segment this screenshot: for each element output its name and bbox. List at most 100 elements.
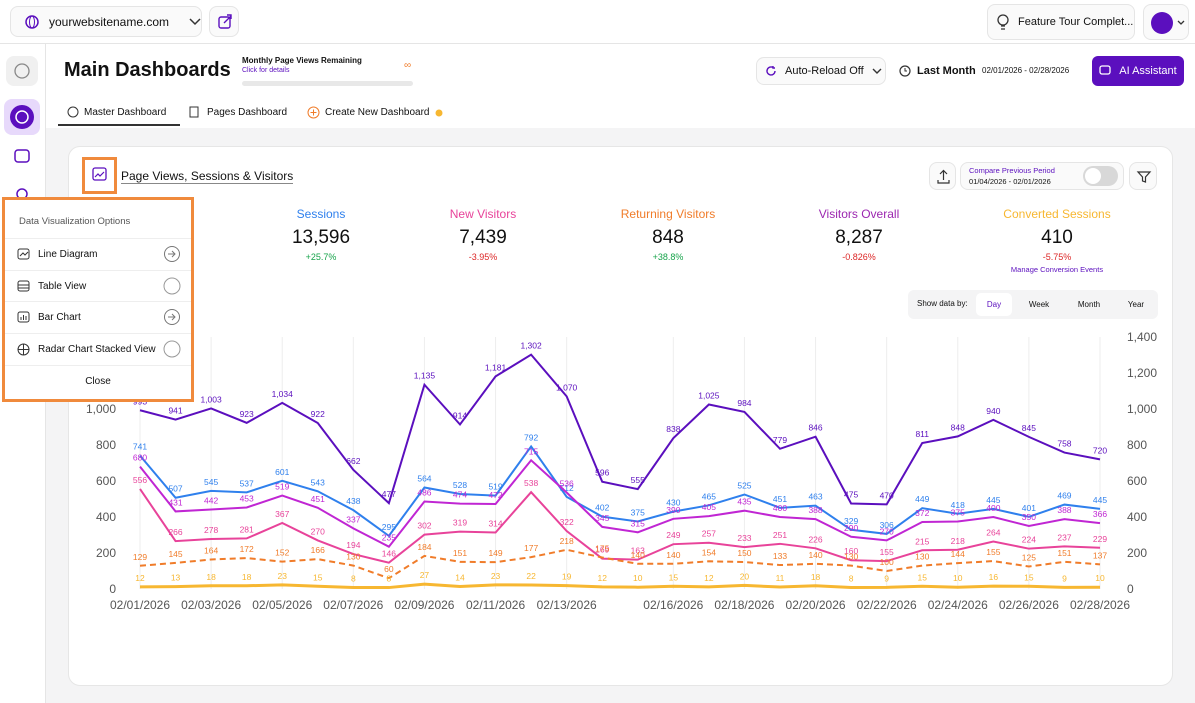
- globe-icon: [25, 14, 39, 29]
- data-label: 18: [811, 572, 821, 582]
- y-tick-label: 400: [96, 510, 116, 524]
- data-label: 281: [240, 524, 254, 534]
- data-label: 838: [666, 424, 680, 434]
- menu-item[interactable]: Line Diagram: [5, 238, 191, 269]
- data-label: 13: [171, 573, 181, 583]
- data-label: 100: [880, 557, 894, 567]
- data-label: 680: [133, 453, 147, 463]
- granularity-option[interactable]: Month: [1077, 300, 1101, 309]
- data-label: 218: [951, 536, 965, 546]
- data-label: 12: [135, 573, 145, 583]
- metric: Returning Visitors 848 +38.8%: [621, 207, 716, 262]
- data-label: 1,034: [272, 389, 294, 399]
- filter-button[interactable]: [1129, 162, 1157, 190]
- data-label: 130: [844, 552, 858, 562]
- y-tick-label: 1,000: [86, 402, 116, 416]
- x-tick-label: 02/07/2026: [323, 598, 383, 612]
- data-label: 525: [737, 481, 751, 491]
- data-label: 445: [1093, 495, 1107, 505]
- y-tick-label: 0: [109, 582, 116, 596]
- data-label: 251: [773, 530, 787, 540]
- menu-close-label: Close: [85, 375, 111, 387]
- chart-type-button[interactable]: [82, 157, 117, 194]
- data-label: 453: [240, 493, 254, 503]
- data-label: 811: [915, 429, 929, 439]
- data-label: 140: [808, 550, 822, 560]
- metric-label: Visitors Overall: [818, 207, 900, 221]
- metric: Converted Sessions 410 -5.75% Manage Conver…: [1003, 207, 1110, 274]
- account-button[interactable]: [1143, 4, 1189, 40]
- metric: Visitors Overall 8,287 -0.826%: [819, 207, 899, 262]
- x-tick-label: 02/28/2026: [1070, 598, 1130, 612]
- menu-close[interactable]: Close: [5, 365, 191, 396]
- data-label: 8: [351, 574, 356, 584]
- date-range[interactable]: 02/01/2026 - 02/28/2026: [982, 66, 1070, 75]
- data-label: 601: [275, 467, 289, 477]
- metric-change: -5.75%: [1042, 252, 1072, 262]
- data-label: 18: [242, 572, 252, 582]
- granularity-label: Show data by:: [917, 299, 968, 308]
- quota-link[interactable]: Click for details: [242, 67, 290, 74]
- export-icon: [937, 169, 950, 184]
- open-site-button[interactable]: [209, 6, 239, 37]
- tab[interactable]: Master Dashboard: [67, 106, 166, 118]
- compare-toggle[interactable]: [1083, 166, 1118, 186]
- data-label: 1,302: [520, 341, 542, 351]
- tab[interactable]: Create New Dashboard: [307, 106, 443, 119]
- external-icon: [218, 14, 232, 29]
- data-label: 16: [989, 572, 999, 582]
- data-label: 741: [133, 442, 147, 452]
- metric: Sessions 13,596 +25.7%: [292, 207, 350, 262]
- ai-assistant-text: AI Assistant: [1119, 65, 1177, 77]
- feature-tour-button[interactable]: Feature Tour Complet...: [987, 4, 1135, 40]
- quota-bar: [242, 81, 413, 86]
- data-label: 290: [844, 523, 858, 533]
- data-label: 1,181: [485, 362, 507, 372]
- granularity-option[interactable]: Year: [1127, 300, 1145, 309]
- quota-label: Monthly Page Views Remaining: [242, 56, 362, 65]
- y-tick-label: 200: [1127, 546, 1147, 560]
- manage-link[interactable]: Manage Conversion Events: [1010, 265, 1104, 274]
- data-label: 914: [453, 410, 467, 420]
- data-label: 940: [986, 406, 1000, 416]
- tab[interactable]: Pages Dashboard: [189, 106, 287, 118]
- data-label: 528: [453, 480, 467, 490]
- quota-value: ∞: [404, 60, 412, 71]
- radio: [163, 277, 181, 295]
- ai-assistant-button[interactable]: AI Assistant: [1092, 56, 1184, 86]
- line-icon: [92, 167, 107, 181]
- menu-item[interactable]: Table View: [5, 270, 191, 301]
- compare-label: Compare Previous Period: [969, 166, 1055, 175]
- menu-item-label: Radar Chart Stacked View: [38, 343, 156, 355]
- period-select[interactable]: Last Month: [917, 65, 976, 77]
- auto-reload-button[interactable]: Auto-Reload Off: [756, 57, 886, 85]
- x-tick-label: 02/09/2026: [394, 598, 454, 612]
- data-label: 169: [595, 545, 609, 555]
- data-label: 163: [631, 546, 645, 556]
- data-label: 22: [526, 571, 536, 581]
- data-label: 133: [773, 551, 787, 561]
- menu-item[interactable]: Bar Chart: [5, 301, 191, 332]
- data-label: 350: [1022, 512, 1036, 522]
- data-label: 536: [560, 479, 574, 489]
- metric-value: 410: [1041, 227, 1073, 248]
- granularity-option[interactable]: Week: [1028, 300, 1050, 309]
- site-selector[interactable]: yourwebsitename.com: [10, 6, 202, 37]
- data-label: 388: [1057, 505, 1071, 515]
- data-label: 15: [1024, 572, 1034, 582]
- granularity-option[interactable]: Day: [976, 293, 1012, 316]
- data-label: 720: [1093, 445, 1107, 455]
- data-label: 438: [346, 496, 360, 506]
- data-label: 372: [915, 508, 929, 518]
- export-button[interactable]: [929, 162, 956, 190]
- metric-label: Returning Visitors: [620, 207, 716, 221]
- data-label: 315: [631, 518, 645, 528]
- data-label: 922: [311, 409, 325, 419]
- data-label: 758: [1057, 439, 1071, 449]
- y-tick-label: 400: [1127, 510, 1147, 524]
- radio: [163, 340, 181, 358]
- data-label: 662: [346, 456, 360, 466]
- menu-item[interactable]: Radar Chart Stacked View: [5, 333, 191, 364]
- data-label: 150: [737, 548, 751, 558]
- data-label: 10: [633, 573, 643, 583]
